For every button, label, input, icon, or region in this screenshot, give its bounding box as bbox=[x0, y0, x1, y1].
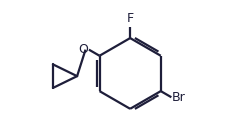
Text: Br: Br bbox=[172, 91, 186, 104]
Text: O: O bbox=[78, 43, 88, 56]
Text: F: F bbox=[127, 12, 134, 25]
